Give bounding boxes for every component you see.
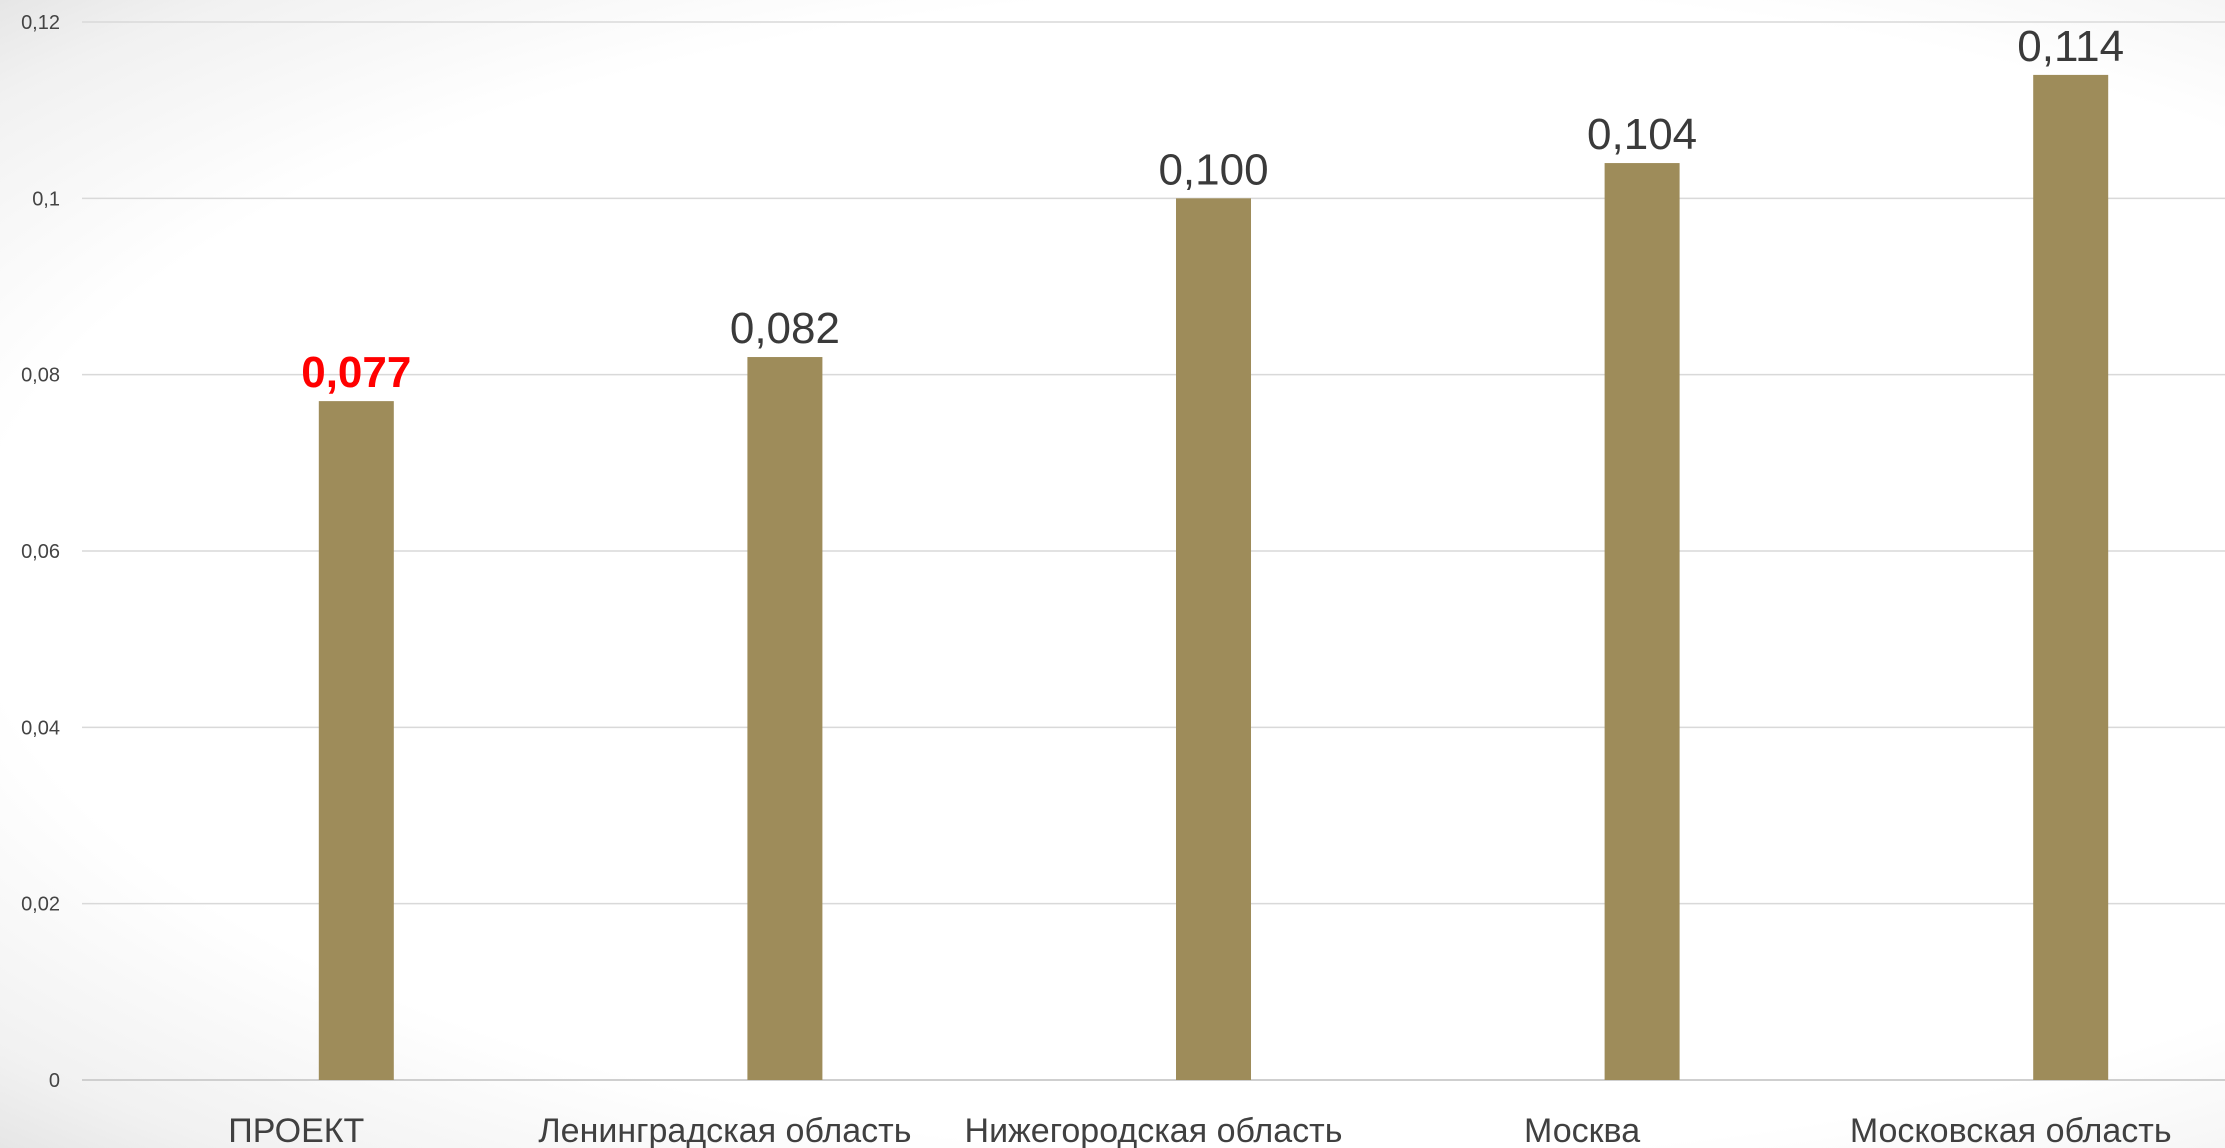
category-label: ПРОЕКТ — [228, 1112, 364, 1148]
y-tick-label: 0 — [49, 1070, 60, 1092]
category-label: Московская область — [1850, 1112, 2172, 1148]
bars — [318, 74, 2109, 1081]
data-label: 0,104 — [1587, 110, 1697, 159]
data-labels: 0,077 0,082 0,100 0,104 0,114 — [301, 22, 2124, 397]
data-label: 0,077 — [301, 348, 411, 397]
y-tick-label: 0,12 — [21, 12, 60, 34]
category-label: Москва — [1524, 1112, 1640, 1148]
y-tick-label: 0,08 — [21, 365, 60, 387]
y-axis-tick-labels: 0 0,02 0,04 0,06 0,08 0,1 0,12 — [21, 12, 60, 1092]
x-axis-category-labels: ПРОЕКТ Ленинградская область Нижегородская… — [228, 1112, 2171, 1148]
gridlines — [82, 21, 2225, 1081]
bar — [2033, 74, 2109, 1080]
bar — [318, 401, 394, 1080]
bar — [747, 357, 823, 1080]
y-tick-label: 0,04 — [21, 717, 60, 739]
data-label: 0,082 — [730, 304, 840, 353]
category-label: Нижегородская область — [965, 1112, 1343, 1148]
category-label: Ленинградская область — [538, 1112, 911, 1148]
y-tick-label: 0,1 — [32, 188, 60, 210]
data-label: 0,114 — [2017, 22, 2124, 71]
y-tick-label: 0,06 — [21, 541, 60, 563]
bar — [1176, 198, 1252, 1081]
bar — [1604, 163, 1680, 1081]
y-tick-label: 0,02 — [21, 894, 60, 916]
data-label: 0,100 — [1158, 145, 1268, 194]
